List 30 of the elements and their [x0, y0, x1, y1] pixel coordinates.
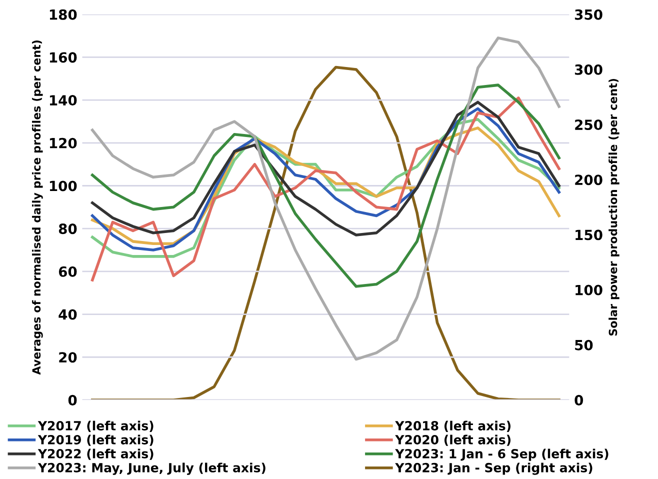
y-axis-title: Averages of normalised daily price profiles (per cent) [32, 40, 43, 375]
y-tick-label: 180 [50, 9, 77, 20]
y-tick-label: 0 [68, 394, 77, 406]
y2-tick-label: 250 [575, 120, 602, 130]
legend-label: Y2017 (left axis) [38, 420, 154, 432]
legend-label: Y2023: 1 Jan - 6 Sep (left axis) [395, 448, 608, 461]
y2-tick-label: 350 [574, 9, 602, 20]
y-tick-label: 100 [50, 180, 77, 192]
legend-label: Y2022 (left axis) [38, 448, 154, 460]
y-tick-label: 120 [50, 138, 77, 148]
y-tick-label: 60 [58, 266, 77, 277]
y2-tick-label: 0 [574, 394, 584, 406]
y2-tick-label: 200 [575, 174, 602, 186]
y2-tick-label: 300 [574, 64, 602, 75]
y2-axis-title: Solar power production profile (per cent) [608, 78, 620, 336]
legend-label: Y2019 (left axis) [38, 434, 154, 446]
y-tick-label: 140 [50, 95, 77, 106]
y-tick-label: 40 [58, 309, 77, 320]
line-series [91, 36, 560, 361]
y-tick-label: 80 [58, 224, 77, 234]
y2-tick-label: 150 [576, 230, 602, 240]
legend-label: Y2020 (left axis) [395, 434, 510, 446]
legend-label: Y2023: May, June, July (left axis) [38, 462, 266, 475]
legend-label: Y2023: Jan - Sep (right axis) [395, 462, 592, 475]
y2-tick-label: 100 [576, 284, 602, 296]
y2-tick-label: 50 [575, 340, 593, 350]
legend-label: Y2018 (left axis) [395, 420, 510, 432]
y-tick-label: 20 [59, 352, 77, 363]
line-series [91, 66, 560, 400]
y-tick-label: 160 [50, 52, 77, 63]
